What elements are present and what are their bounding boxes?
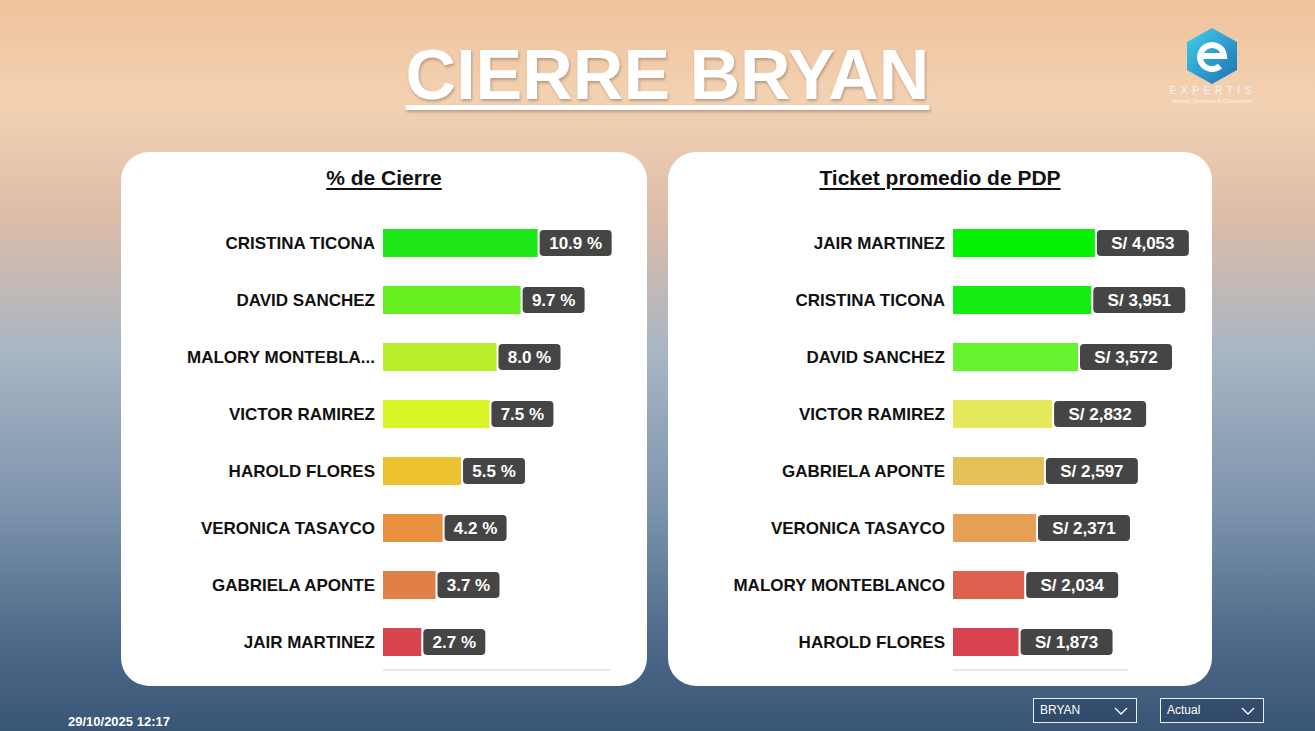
svg-text:GABRIELA APONTE: GABRIELA APONTE: [212, 576, 375, 595]
svg-text:2.7 %: 2.7 %: [433, 633, 476, 652]
svg-text:CRISTINA TICONA: CRISTINA TICONA: [795, 291, 945, 310]
svg-text:10.9 %: 10.9 %: [549, 234, 602, 253]
svg-text:HAROLD FLORES: HAROLD FLORES: [229, 462, 375, 481]
html-text:Ticket promedio de PDP: Ticket promedio de PDP: [819, 166, 1061, 189]
svg-text:S/ 3,572: S/ 3,572: [1094, 348, 1157, 367]
svg-text:7.5 %: 7.5 %: [501, 405, 544, 424]
svg-text:9.7 %: 9.7 %: [532, 291, 575, 310]
svg-text:S/ 2,034: S/ 2,034: [1041, 576, 1105, 595]
html-text:BRYAN: BRYAN: [1040, 703, 1081, 717]
svg-text:S/ 2,597: S/ 2,597: [1060, 462, 1123, 481]
html-text:29/10/2025 12:17: 29/10/2025 12:17: [68, 714, 170, 729]
svg-text:S/ 1,873: S/ 1,873: [1035, 633, 1098, 652]
svg-text:S/ 4,053: S/ 4,053: [1111, 234, 1174, 253]
svg-text:5.5 %: 5.5 %: [472, 462, 515, 481]
svg-text:VERONICA TASAYCO: VERONICA TASAYCO: [201, 519, 375, 538]
svg-text:CRISTINA TICONA: CRISTINA TICONA: [225, 234, 375, 253]
svg-text:3.7 %: 3.7 %: [447, 576, 490, 595]
svg-text:HAROLD FLORES: HAROLD FLORES: [799, 633, 945, 652]
svg-text:VICTOR RAMIREZ: VICTOR RAMIREZ: [229, 405, 375, 424]
svg-text:JAIR MARTINEZ: JAIR MARTINEZ: [814, 234, 945, 253]
html-text:CIERRE BRYAN: CIERRE BRYAN: [405, 36, 930, 114]
svg-text:GABRIELA APONTE: GABRIELA APONTE: [782, 462, 945, 481]
svg-text:8.0 %: 8.0 %: [508, 348, 551, 367]
html-text:% de Cierre: % de Cierre: [326, 166, 442, 189]
svg-text:S/ 3,951: S/ 3,951: [1108, 291, 1171, 310]
svg-text:VERONICA TASAYCO: VERONICA TASAYCO: [771, 519, 945, 538]
html-text:Money Services & Collections: Money Services & Collections: [1172, 98, 1253, 104]
svg-text:S/ 2,371: S/ 2,371: [1052, 519, 1115, 538]
svg-text:MALORY MONTEBLA...: MALORY MONTEBLA...: [187, 348, 375, 367]
svg-text:DAVID SANCHEZ: DAVID SANCHEZ: [806, 348, 945, 367]
svg-text:MALORY MONTEBLANCO: MALORY MONTEBLANCO: [733, 576, 945, 595]
svg-text:VICTOR RAMIREZ: VICTOR RAMIREZ: [799, 405, 945, 424]
svg-text:DAVID SANCHEZ: DAVID SANCHEZ: [236, 291, 375, 310]
svg-text:JAIR MARTINEZ: JAIR MARTINEZ: [244, 633, 375, 652]
html-text:Actual: Actual: [1167, 703, 1201, 717]
svg-text:4.2 %: 4.2 %: [454, 519, 497, 538]
html-text:EXPERTIS: EXPERTIS: [1169, 84, 1256, 96]
svg-text:S/ 2,832: S/ 2,832: [1068, 405, 1131, 424]
